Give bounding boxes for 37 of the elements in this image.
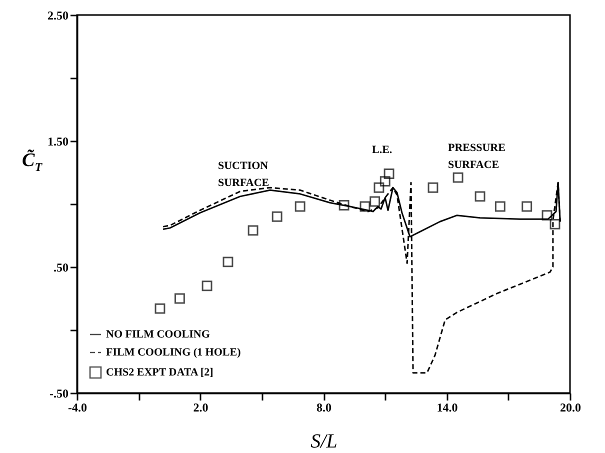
point bbox=[202, 280, 212, 292]
annotation: SUCTION SURFACE bbox=[218, 159, 270, 191]
point bbox=[174, 293, 185, 304]
point bbox=[550, 218, 560, 230]
y-tick-label: .50 bbox=[54, 260, 68, 274]
point bbox=[248, 225, 258, 236]
point bbox=[494, 201, 506, 212]
point bbox=[294, 201, 306, 212]
point bbox=[338, 200, 350, 210]
x-tick-label: 14.0 bbox=[436, 400, 458, 414]
point bbox=[222, 256, 234, 268]
x-tick-label: 8.0 bbox=[316, 400, 332, 414]
point bbox=[428, 182, 438, 193]
annotation: PRESSURE SURFACE bbox=[448, 141, 506, 173]
y-tick-label: 1.50 bbox=[48, 134, 68, 148]
legend-label: NO FILM COOLING bbox=[106, 328, 210, 340]
point bbox=[374, 182, 384, 193]
annotation: L.E. bbox=[372, 143, 392, 158]
x-tick-label: -4.0 bbox=[68, 400, 87, 414]
point bbox=[452, 172, 464, 183]
point bbox=[154, 303, 166, 314]
point bbox=[542, 210, 552, 221]
point bbox=[522, 201, 532, 212]
point bbox=[360, 201, 370, 212]
point bbox=[370, 196, 380, 207]
point bbox=[384, 168, 394, 179]
x-axis-title: S/L bbox=[310, 430, 338, 452]
y-tick-label: 2.50 bbox=[48, 8, 68, 22]
legend-label: FILM COOLING (1 HOLE) bbox=[106, 346, 242, 358]
point bbox=[272, 211, 282, 222]
y-tick-label: -.50 bbox=[50, 386, 68, 400]
legend-label: CHS2 EXPT DATA [2] bbox=[106, 366, 214, 378]
point bbox=[474, 191, 486, 202]
y-axis-title: C̃$_{T}$ bbox=[22, 150, 42, 175]
x-tick-label: 20.0 bbox=[560, 400, 581, 414]
x-tick-label: 2.0 bbox=[193, 400, 208, 414]
point bbox=[380, 176, 390, 187]
